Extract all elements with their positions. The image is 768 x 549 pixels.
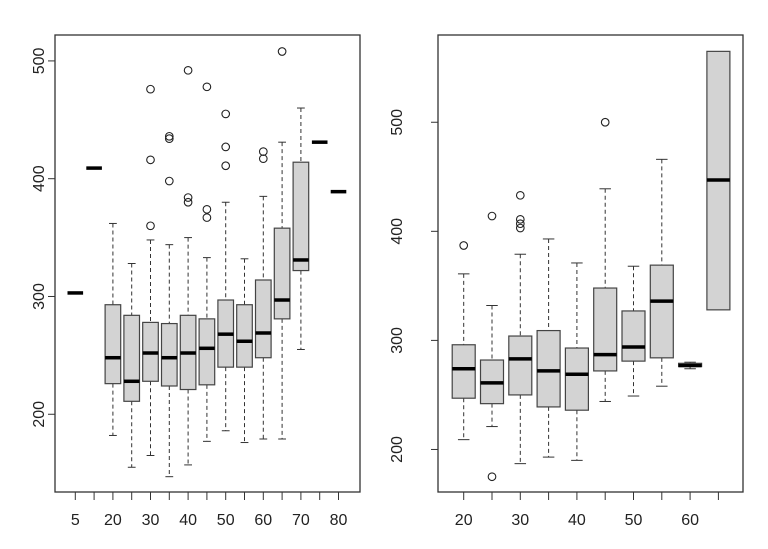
box-group-12 [273,47,291,440]
outlier-point [183,197,193,207]
x-tick-label: 40 [179,512,197,529]
box-iqr [593,287,618,372]
outlier-point [459,241,469,250]
x-tick-label: 30 [142,512,160,529]
box-70 [292,107,310,350]
box-iqr [198,318,216,386]
box-iqr [451,344,476,399]
outlier-point [146,155,155,165]
plot-frame [54,34,361,493]
x-tick-label: 50 [217,512,235,529]
box-group-10 [706,50,731,311]
y-tick-label: 300 [389,327,406,354]
y-tick-label: 400 [31,165,48,192]
box-40 [564,262,590,461]
box-group-6 [160,131,178,478]
box-group-10 [236,258,253,444]
outlier-point [202,204,212,214]
outlier-point [515,219,525,229]
box-50 [217,109,235,432]
box-group-6 [593,117,618,402]
box-iqr [236,304,253,368]
box-60 [677,361,703,370]
outlier-point [515,190,525,200]
y-tick-label: 500 [31,47,48,74]
box-iqr [649,264,674,359]
box-group-4 [123,263,141,468]
outlier-point [183,193,193,202]
y-tick-label: 400 [389,218,406,245]
panel-2: 200 300 400 500 20 30 40 50 60 [389,34,744,529]
outlier-point [487,472,497,482]
outlier-point [164,134,174,143]
box-30 [142,84,159,456]
box-iqr [123,314,141,402]
outlier-point [183,65,193,75]
outlier-point [515,214,525,224]
box-iqr [536,329,561,408]
box-iqr [160,322,178,387]
outlier-point [146,221,155,231]
outlier-point [258,154,268,164]
outlier-point [221,142,231,152]
box-50 [621,265,646,397]
box-iqr [104,304,122,385]
box-20 [104,222,122,436]
outlier-point [202,213,212,222]
box-group-4 [536,238,561,458]
box-iqr [254,279,272,359]
x-tick-label: 20 [104,512,122,529]
box-iqr [564,347,590,411]
panel-1: 200 300 400 500 5 20 30 40 50 60 70 80 [31,34,361,529]
box-60 [254,147,272,440]
outlier-point [221,161,231,171]
outlier-point [202,82,212,92]
box-20 [451,241,476,441]
x-tick-label: 50 [625,512,643,529]
y-tick-label: 300 [31,283,48,310]
x-tick-label: 40 [568,512,586,529]
box-group-8 [649,158,674,387]
x-tick-label: 60 [254,512,272,529]
x-tick-label: 60 [681,512,699,529]
x-tick-label: 80 [330,512,348,529]
box-30 [508,190,533,465]
y-tick-label: 200 [31,401,48,428]
box-iqr [621,310,646,362]
box-iqr [508,335,533,396]
box-40 [179,65,197,466]
x-tick-label: 70 [292,512,310,529]
x-tick-label: 5 [71,512,80,529]
outlier-point [164,131,174,141]
outlier-point [600,117,610,127]
outlier-point [258,147,268,156]
plot-frame [437,34,744,493]
outlier-point [146,84,155,94]
outlier-point [164,176,174,186]
outlier-point [277,47,287,56]
box-group-2 [479,211,505,482]
box-iqr [292,161,310,272]
x-tick-label: 20 [455,512,473,529]
box-group-8 [198,82,216,442]
outlier-point [221,109,231,119]
y-tick-label: 500 [389,109,406,136]
outlier-point [487,211,497,221]
outlier-point [515,223,525,233]
y-tick-label: 200 [389,436,406,463]
x-tick-label: 30 [511,512,529,529]
box-iqr [273,227,291,320]
